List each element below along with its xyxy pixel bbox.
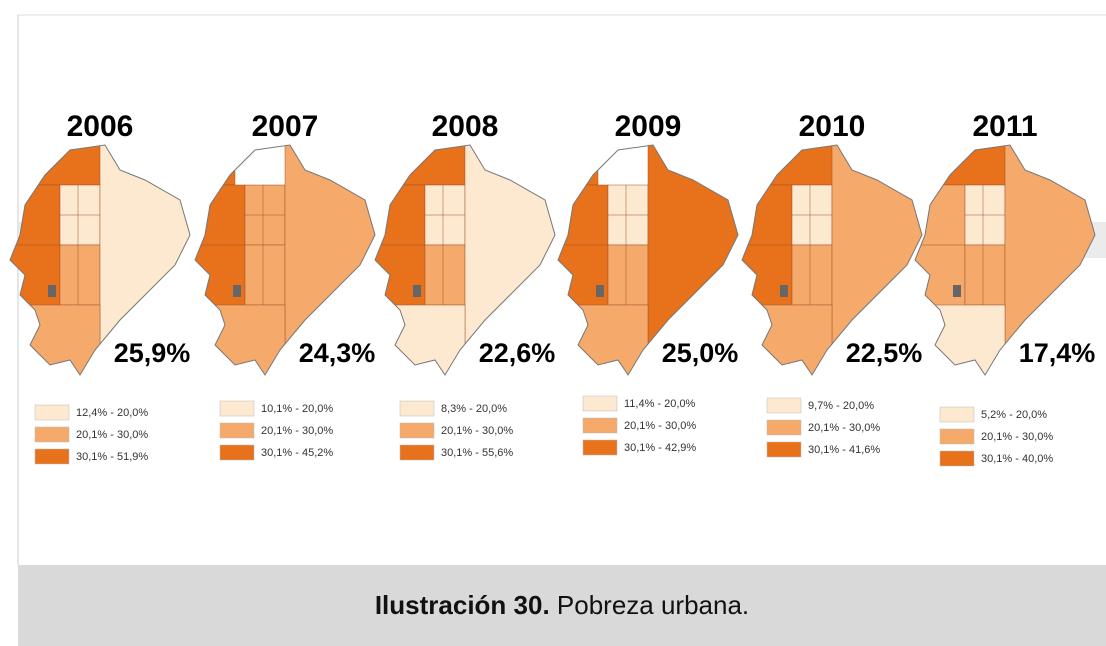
city [596, 285, 604, 297]
legend-label: 30,1% - 55,6% [441, 447, 513, 459]
legend-label: 20,1% - 30,0% [624, 420, 696, 432]
legend-label: 30,1% - 41,6% [808, 444, 880, 456]
legend-swatch [939, 450, 975, 467]
legend-swatch [582, 395, 618, 412]
region-south [195, 304, 286, 375]
map-year: 2011 [972, 110, 1037, 143]
legend-label: 30,1% - 42,9% [624, 442, 696, 454]
map-total: 24,3% [299, 338, 376, 368]
region-south [10, 304, 101, 375]
map-total: 22,6% [479, 338, 556, 368]
city [953, 285, 961, 297]
legend-swatch [766, 419, 802, 436]
legend-label: 20,1% - 30,0% [981, 431, 1053, 443]
legend-swatch [34, 426, 70, 443]
legend-label: 11,4% - 20,0% [624, 398, 696, 410]
region-sierra-south [964, 244, 1006, 306]
city [780, 285, 788, 297]
legend-label: 30,1% - 40,0% [981, 453, 1053, 465]
legend-swatch [219, 444, 255, 461]
map-total: 17,4% [1019, 338, 1096, 368]
legend-label: 9,7% - 20,0% [808, 400, 874, 412]
map-outline [914, 144, 1096, 376]
legend-label: 10,1% - 20,0% [261, 403, 333, 415]
map-outline [194, 144, 376, 376]
legend-label: 5,2% - 20,0% [981, 409, 1047, 421]
legend-label: 30,1% - 45,2% [261, 447, 333, 459]
region-south [915, 304, 1006, 375]
region-north [195, 145, 236, 186]
map-outline [9, 144, 191, 376]
region-sierra-south [424, 244, 466, 306]
city [413, 285, 421, 297]
region-south [375, 304, 466, 375]
map-year: 2010 [799, 110, 866, 143]
legend-label: 30,1% - 51,9% [76, 451, 148, 463]
legend-swatch [939, 406, 975, 423]
legend-swatch [399, 400, 435, 417]
legend-swatch [399, 422, 435, 439]
region-south [742, 304, 833, 375]
region-sierra-south [607, 244, 649, 306]
map-total: 22,5% [846, 338, 923, 368]
map-year: 2006 [67, 110, 134, 143]
region-sierra-south [59, 244, 101, 306]
map-outline [741, 144, 923, 376]
legend-label: 20,1% - 30,0% [76, 429, 148, 441]
map-total: 25,9% [114, 338, 191, 368]
legend-label: 12,4% - 20,0% [76, 407, 148, 419]
legend-swatch [219, 400, 255, 417]
region-south [558, 304, 649, 375]
caption-text: Pobreza urbana. [556, 590, 750, 620]
region-sierra-south [791, 244, 833, 306]
city [233, 285, 241, 297]
legend-swatch [766, 397, 802, 414]
map-total: 25,0% [662, 338, 739, 368]
city [48, 285, 56, 297]
map-outline [374, 144, 556, 376]
legend-swatch [399, 444, 435, 461]
figure: 2006 25,9% 12,4% - 20,0% 20,1% - 30,0% 30,1%… [9, 14, 1106, 565]
region-sierra-south [244, 244, 286, 306]
region-north [558, 145, 599, 186]
legend-label: 20,1% - 30,0% [441, 425, 513, 437]
legend-label: 20,1% - 30,0% [261, 425, 333, 437]
map-year: 2007 [252, 110, 319, 143]
legend-swatch [582, 417, 618, 434]
legend-swatch [34, 404, 70, 421]
legend-swatch [939, 428, 975, 445]
legend-swatch [219, 422, 255, 439]
legend-label: 8,3% - 20,0% [441, 403, 507, 415]
map-year: 2008 [432, 110, 499, 143]
caption-label: Ilustración 30. [374, 590, 550, 620]
map-year: 2009 [615, 110, 682, 143]
legend-swatch [582, 439, 618, 456]
legend-label: 20,1% - 30,0% [808, 422, 880, 434]
caption: Ilustración 30. Pobreza urbana. [18, 565, 1106, 646]
legend-swatch [34, 448, 70, 465]
map-outline [557, 144, 739, 376]
legend-swatch [766, 441, 802, 458]
